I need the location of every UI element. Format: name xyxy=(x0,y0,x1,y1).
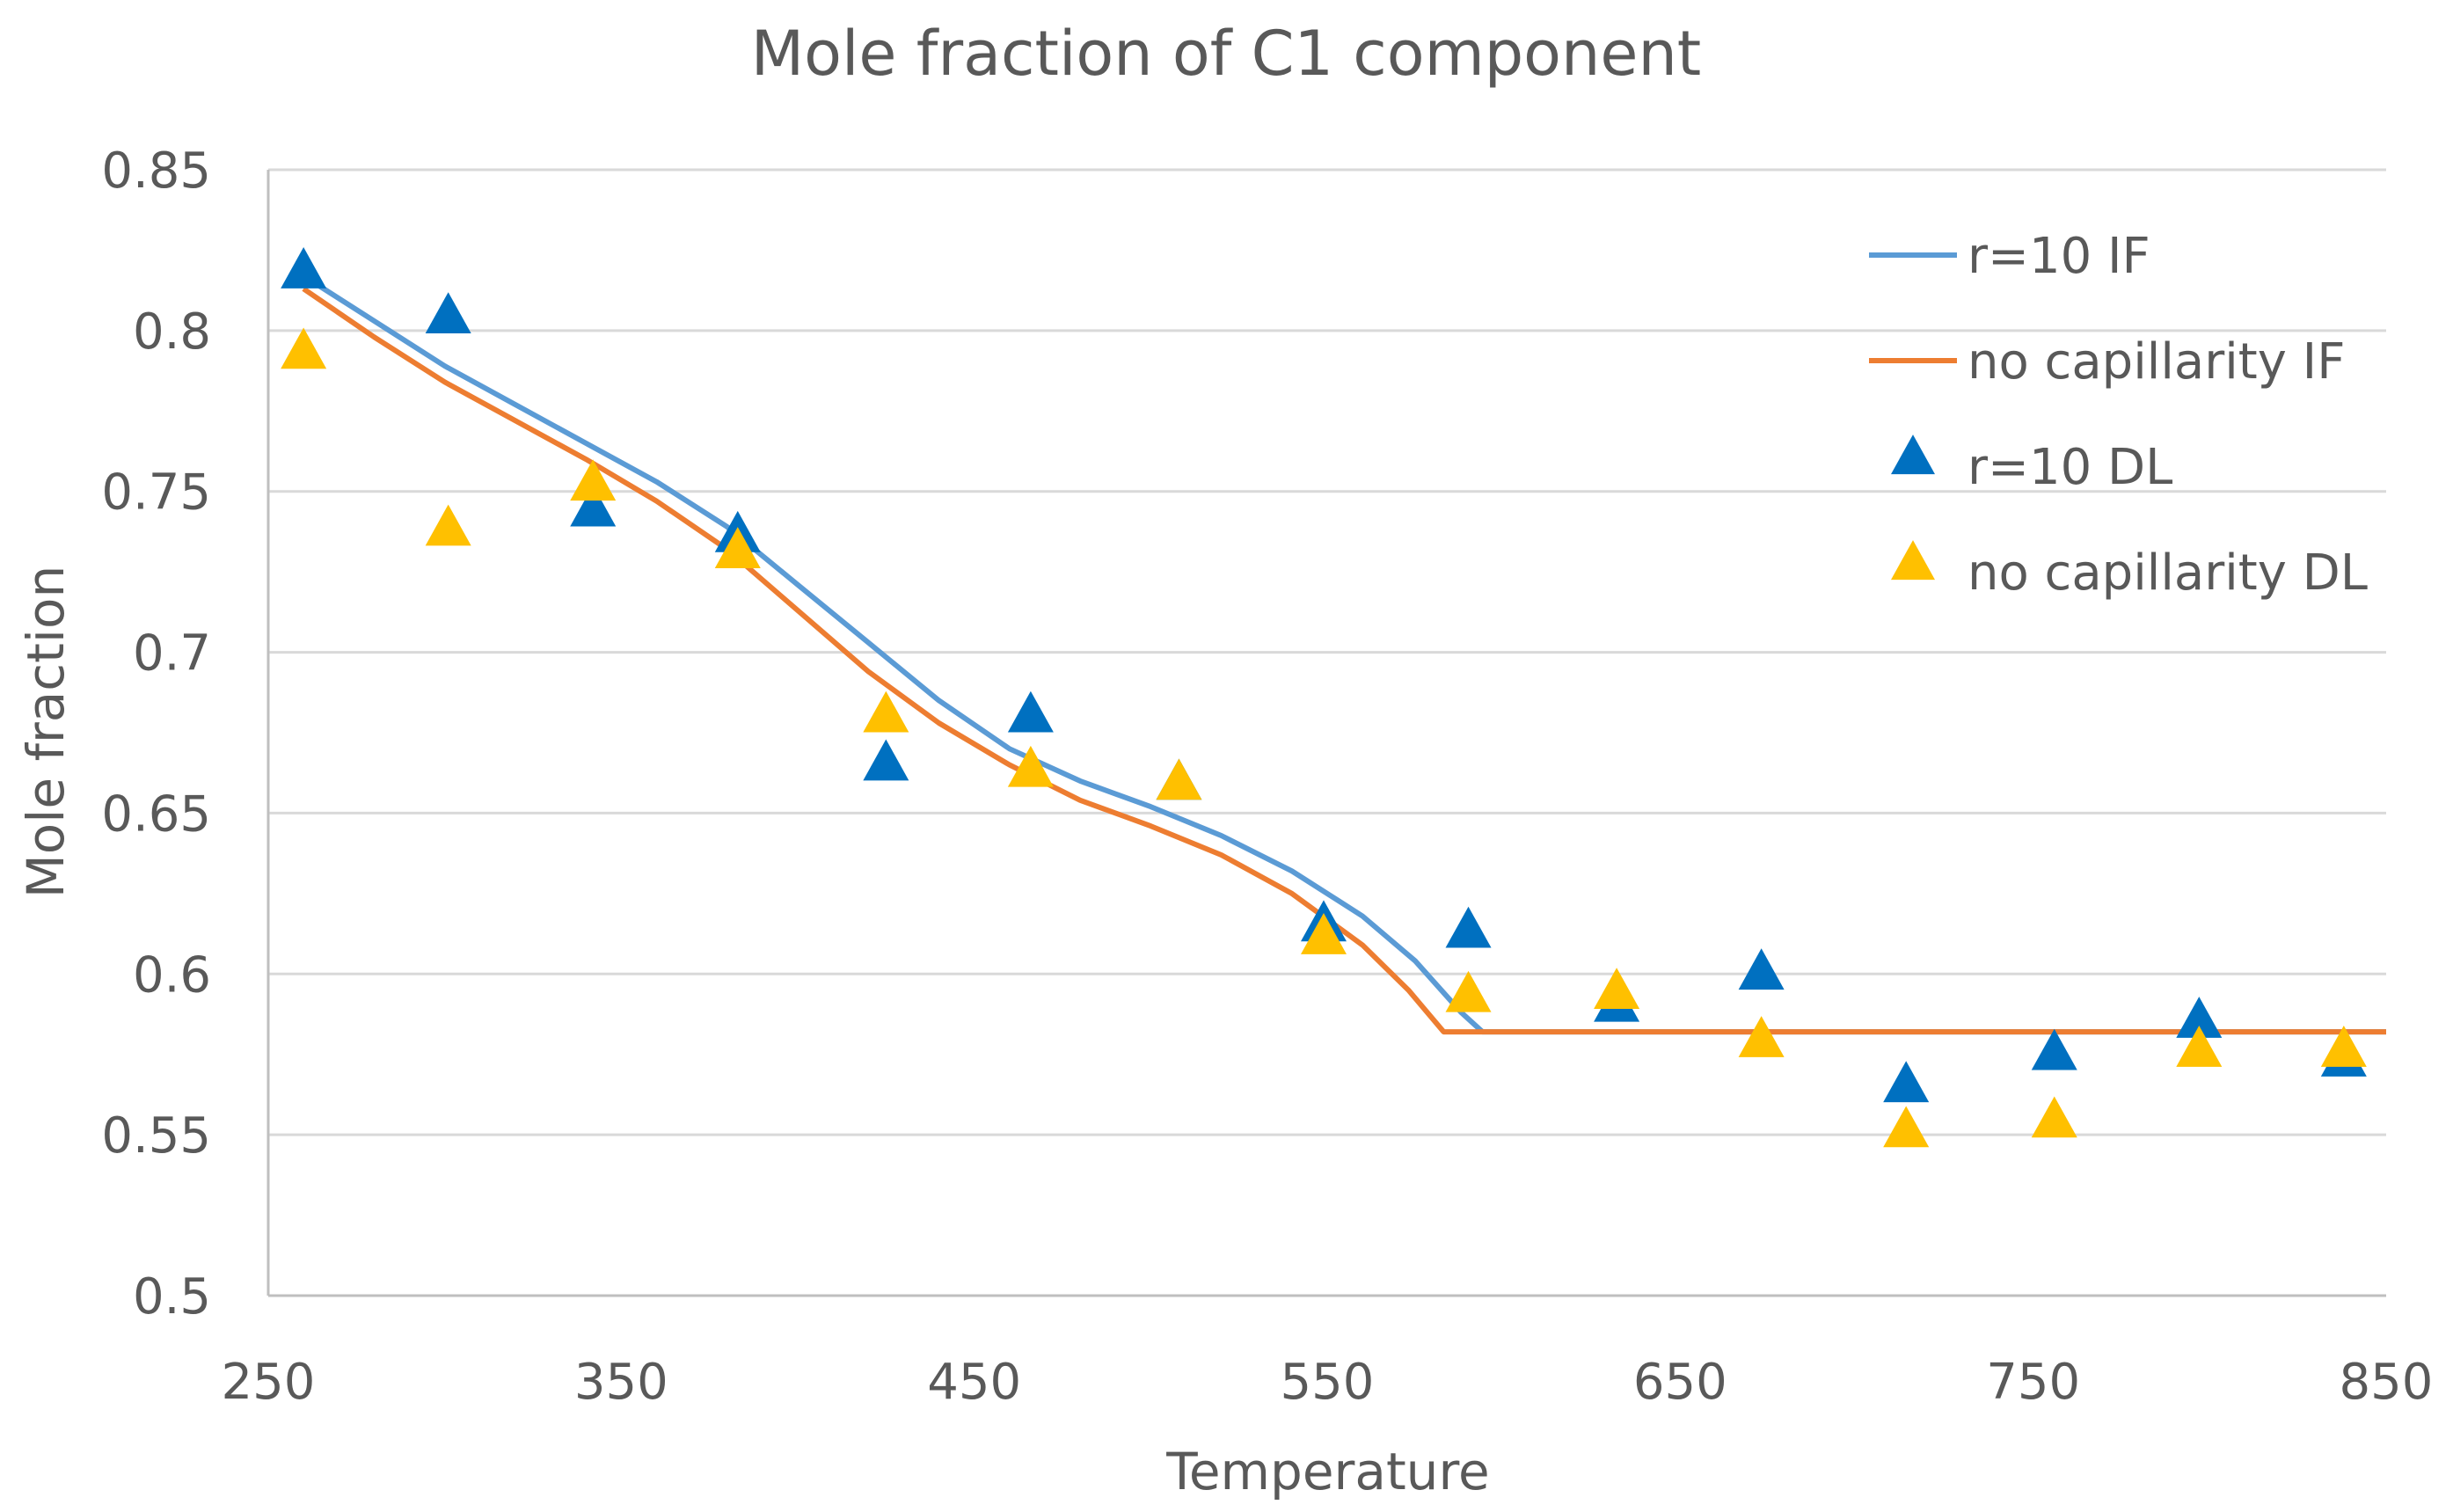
y-axis-ticks: 0.5 0.55 0.6 0.65 0.7 0.75 0.8 0.85 xyxy=(101,142,211,1326)
legend-label: no capillarity DL xyxy=(1968,544,2368,602)
data-point-no-capillarity-dl xyxy=(1156,758,1202,800)
data-point-no-capillarity-dl xyxy=(570,459,617,501)
data-point-no-capillarity-dl xyxy=(281,327,327,369)
x-tick-label: 350 xyxy=(574,1354,668,1411)
legend-label: no capillarity IF xyxy=(1968,333,2345,391)
legend-swatch-r-10-dl xyxy=(1891,435,1935,475)
data-point-no-capillarity-dl xyxy=(2320,1026,2367,1067)
data-point-r-10-dl xyxy=(1738,948,1785,990)
y-axis-label: Mole fraction xyxy=(16,566,76,899)
x-tick-label: 250 xyxy=(222,1354,316,1411)
data-point-no-capillarity-dl xyxy=(863,690,909,733)
data-point-r-10-dl xyxy=(2176,997,2223,1038)
grid-lines xyxy=(266,168,2386,1297)
data-point-no-capillarity-dl xyxy=(1738,1016,1785,1057)
data-point-no-capillarity-dl xyxy=(1445,970,1492,1012)
x-tick-label: 550 xyxy=(1281,1354,1375,1411)
data-point-no-capillarity-dl xyxy=(2031,1096,2077,1138)
x-tick-label: 750 xyxy=(1986,1354,2080,1411)
data-point-r-10-dl xyxy=(281,247,327,289)
legend-label: r=10 IF xyxy=(1968,228,2150,285)
data-point-no-capillarity-dl xyxy=(1594,968,1640,1010)
legend-label: r=10 DL xyxy=(1968,439,2172,496)
y-tick-label: 0.75 xyxy=(101,464,211,522)
x-axis-label: Temperature xyxy=(1165,1442,1489,1501)
y-tick-label: 0.8 xyxy=(133,303,211,361)
data-point-r-10-dl xyxy=(425,292,471,334)
data-point-no-capillarity-dl xyxy=(1300,913,1347,954)
data-point-no-capillarity-dl xyxy=(425,504,471,546)
series-line-r-10-if xyxy=(302,274,2386,1035)
series-line-no-capillarity-if xyxy=(302,286,2386,1035)
data-point-r-10-dl xyxy=(1883,1061,1930,1103)
x-tick-label: 850 xyxy=(2340,1354,2434,1411)
data-point-no-capillarity-dl xyxy=(714,527,761,568)
y-tick-label: 0.55 xyxy=(101,1107,211,1165)
data-point-no-capillarity-dl xyxy=(2176,1026,2223,1067)
series-lines xyxy=(302,274,2386,1035)
x-tick-label: 650 xyxy=(1633,1354,1727,1411)
x-axis-ticks: 250 350 450 550 650 750 850 xyxy=(222,1354,2434,1411)
y-tick-label: 0.7 xyxy=(133,625,211,683)
data-point-r-10-dl xyxy=(863,739,909,781)
data-point-r-10-dl xyxy=(1445,906,1492,948)
chart-legend: r=10 IF no capillarity IF r=10 DL no capill… xyxy=(1869,228,2368,602)
chart-title: Mole fraction of C1 component xyxy=(751,18,1702,90)
y-tick-label: 0.5 xyxy=(133,1268,211,1326)
data-point-r-10-dl xyxy=(1007,690,1054,733)
legend-swatch-no-capillarity-dl xyxy=(1891,540,1935,581)
series-markers xyxy=(281,247,2367,1148)
y-tick-label: 0.6 xyxy=(133,946,211,1004)
y-tick-label: 0.65 xyxy=(101,785,211,843)
data-point-no-capillarity-dl xyxy=(1007,745,1054,787)
y-tick-label: 0.85 xyxy=(101,142,211,200)
data-point-r-10-dl xyxy=(2031,1028,2077,1070)
data-point-r-10-dl xyxy=(570,485,617,527)
x-tick-label: 450 xyxy=(927,1354,1021,1411)
data-point-no-capillarity-dl xyxy=(1883,1106,1930,1148)
